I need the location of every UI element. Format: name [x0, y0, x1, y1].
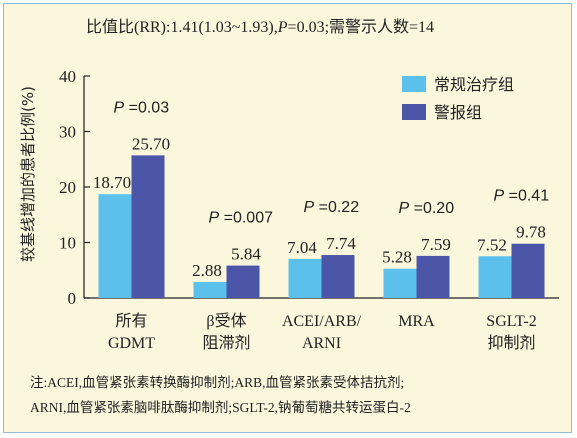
chart-title-post: =0.03;需警示人数=14 [288, 18, 435, 36]
p-value-label: P =0.03 [114, 99, 170, 116]
bar-control [478, 256, 512, 298]
bar-alert [321, 255, 355, 298]
bar-control [193, 282, 227, 298]
data-label: 7.52 [477, 235, 507, 254]
x-tick-label: GDMT [108, 335, 155, 352]
x-tick-label: SGLT-2 [486, 313, 536, 330]
bar-chart: 比值比(RR):1.41(1.03~1.93),P=0.03;需警示人数=14 … [19, 18, 559, 415]
p-value-label: P =0.007 [209, 210, 274, 227]
bar-alert [131, 155, 165, 298]
y-tick-label: 30 [59, 123, 76, 142]
y-axis-label: 较基线增加的患者比例(%) [19, 86, 37, 262]
y-tick-label: 0 [68, 289, 77, 308]
legend-swatch [402, 76, 426, 92]
x-tick-label: 所有 [115, 312, 147, 330]
bar-control [383, 268, 417, 298]
x-tick-label: 抑制剂 [487, 334, 535, 352]
data-label: 7.04 [287, 238, 317, 257]
y-tick-label: 20 [59, 178, 76, 197]
p-value-symbol: P [399, 200, 410, 217]
labels: 18.70 25.70 P =0.03 所有 GDMT 2.88 5.84 P =0.007 β… [93, 99, 549, 352]
bar-control [98, 194, 132, 298]
data-label: 7.59 [421, 235, 451, 254]
legend-swatch [402, 104, 426, 120]
x-tick-label: ACEI/ARB/ [282, 313, 362, 330]
footnote-line-2: ARNI,血管紧张素脑啡肽酶抑制剂;SGLT-2,钠葡萄糖共转运蛋白-2 [30, 400, 411, 415]
p-value-number: =0.007 [219, 210, 273, 227]
chart-title-p: P [277, 19, 288, 36]
p-value-label: P =0.20 [399, 200, 455, 217]
data-label: 5.84 [231, 245, 261, 264]
data-label: 25.70 [132, 134, 170, 153]
data-label: 18.70 [93, 173, 131, 192]
y-tick-label: 10 [59, 234, 76, 253]
bar-alert [416, 255, 450, 298]
bar-alert [511, 243, 545, 298]
chart-title-pre: 比值比(RR):1.41(1.03~1.93), [86, 18, 278, 36]
p-value-label: P =0.22 [304, 199, 360, 216]
p-value-symbol: P [209, 210, 220, 227]
p-value-number: =0.22 [314, 199, 359, 216]
legend-label: 常规治疗组 [434, 75, 514, 94]
bar-control [288, 258, 322, 298]
p-value-symbol: P [304, 199, 315, 216]
p-value-number: =0.03 [124, 99, 169, 116]
p-value-label: P =0.41 [494, 188, 550, 205]
x-tick-label: ARNI [302, 335, 341, 352]
p-value-number: =0.41 [504, 188, 549, 205]
p-value-number: =0.20 [409, 200, 454, 217]
footnote-line-1: 注:ACEI,血管紧张素转换酶抑制剂;ARB,血管紧张素受体拮抗剂; [30, 375, 404, 390]
p-value-symbol: P [494, 188, 505, 205]
x-tick-label: MRA [398, 313, 435, 330]
chart-title: 比值比(RR):1.41(1.03~1.93),P=0.03;需警示人数=14 [86, 18, 434, 36]
data-label: 9.78 [516, 223, 546, 242]
bar-alert [226, 265, 260, 298]
chart-frame: 比值比(RR):1.41(1.03~1.93),P=0.03;需警示人数=14 … [3, 3, 572, 433]
y-tick-label: 40 [59, 67, 76, 86]
legend-label: 警报组 [434, 103, 482, 122]
data-label: 7.74 [326, 234, 356, 253]
x-tick-label: β受体 [206, 312, 246, 330]
x-tick-label: 阻滞剂 [202, 334, 250, 352]
p-value-symbol: P [114, 99, 125, 116]
data-label: 2.88 [192, 261, 222, 280]
bars [98, 155, 545, 298]
data-label: 5.28 [382, 248, 412, 267]
